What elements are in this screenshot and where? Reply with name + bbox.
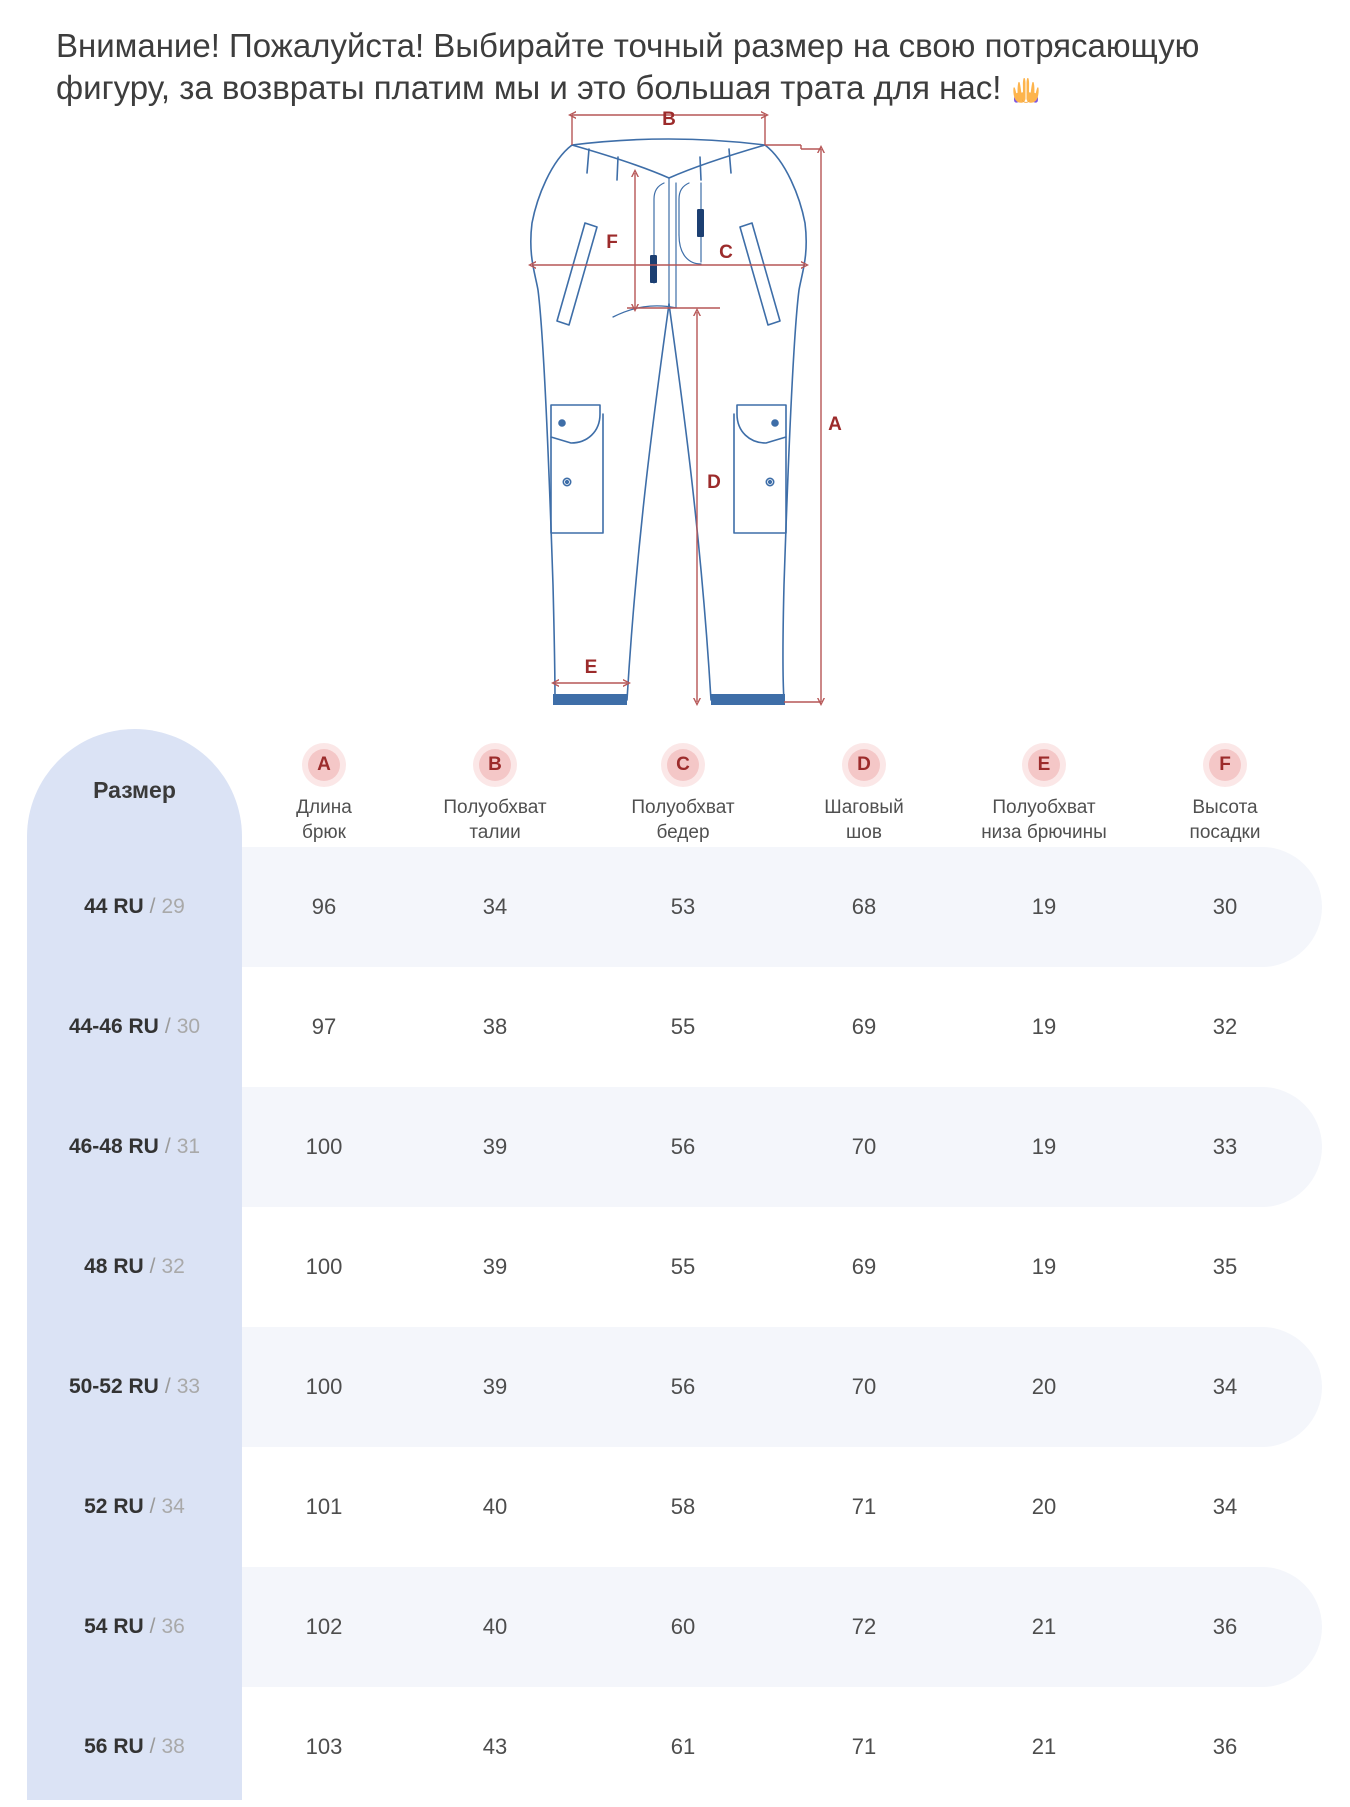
svg-text:A: A — [828, 414, 842, 435]
svg-text:C: C — [719, 242, 733, 263]
svg-text:B: B — [662, 109, 676, 130]
svg-text:D: D — [707, 472, 721, 493]
svg-text:F: F — [606, 232, 618, 253]
svg-text:E: E — [585, 657, 598, 678]
